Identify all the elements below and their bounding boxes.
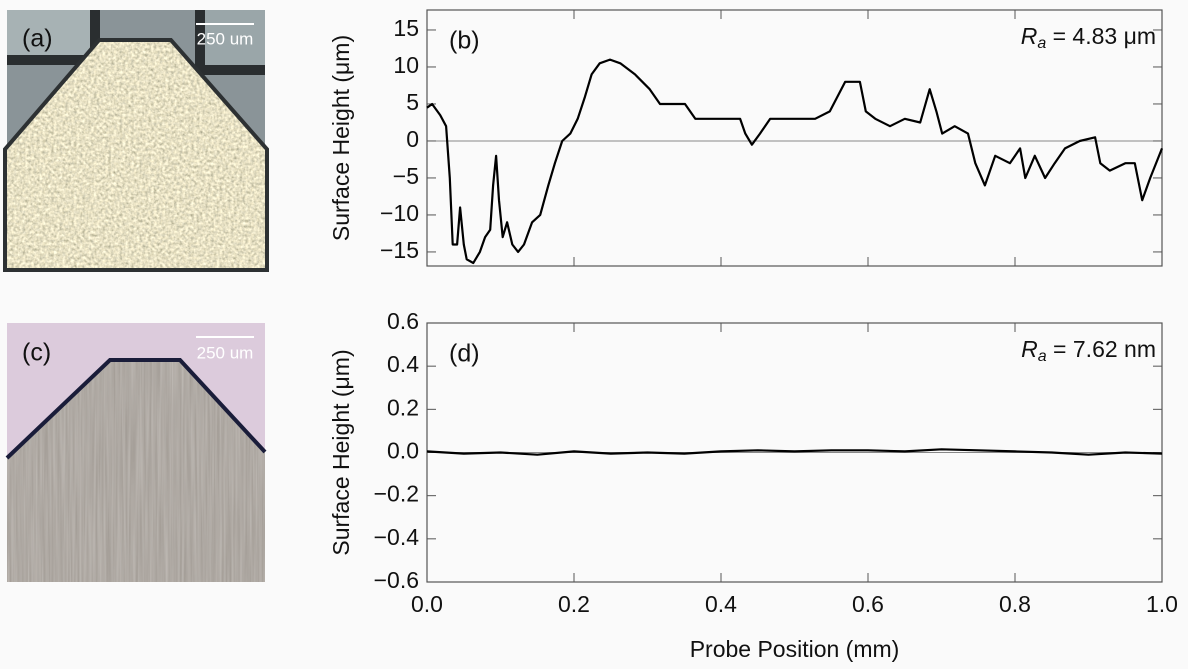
- y-tick-label: 0.6: [387, 308, 419, 334]
- panel-label: (b): [449, 27, 480, 55]
- panel-label: (a): [22, 25, 53, 53]
- annotation-subscript: a: [1037, 35, 1046, 52]
- photo-c: (c) 250 um: [5, 323, 267, 582]
- panel-label: (d): [449, 340, 480, 368]
- annotation: Ra = 7.62 nm: [1021, 336, 1156, 365]
- y-tick-label: 0.0: [387, 438, 419, 464]
- y-tick-label: −10: [380, 200, 419, 226]
- annotation-text: = 4.83 μm: [1046, 23, 1156, 49]
- x-tick-label: 0.0: [411, 591, 443, 617]
- x-tick-label: 0.2: [558, 591, 590, 617]
- scale-bar-label: 250 um: [197, 29, 254, 48]
- x-tick-label: 0.4: [705, 591, 737, 617]
- annotation-symbol: R: [1021, 23, 1038, 49]
- y-axis-title: Surface Height (μm): [328, 349, 354, 555]
- y-tick-label: 5: [406, 89, 419, 115]
- y-tick-label: 15: [393, 15, 419, 41]
- scale-bar-label: 250 um: [197, 343, 254, 362]
- y-tick-label: 0.2: [387, 394, 419, 420]
- panel-label: (c): [22, 339, 51, 367]
- y-tick-label: −0.6: [374, 567, 419, 593]
- y-tick-label: −0.4: [374, 524, 420, 550]
- data-line: [426, 448, 1163, 456]
- y-tick-label: −15: [380, 237, 419, 263]
- x-tick-label: 0.8: [999, 591, 1031, 617]
- x-tick-label: 0.6: [852, 591, 884, 617]
- annotation-subscript: a: [1038, 348, 1047, 365]
- plot-area: [426, 9, 1163, 267]
- photo-a: (a) 250 um: [2, 10, 269, 272]
- y-axis-title: Surface Height (μm): [328, 35, 354, 241]
- data-line: [426, 58, 1164, 265]
- y-tick-label: 0: [406, 126, 419, 152]
- y-tick-label: 10: [393, 52, 419, 78]
- annotation-text: = 7.62 nm: [1047, 336, 1156, 362]
- y-tick-label: 0.4: [387, 351, 419, 377]
- annotation-symbol: R: [1021, 336, 1038, 362]
- annotation: Ra = 4.83 μm: [1021, 23, 1156, 52]
- x-tick-label: 1.0: [1146, 591, 1178, 617]
- x-axis-title: Probe Position (mm): [690, 636, 900, 662]
- y-tick-label: −5: [393, 163, 419, 189]
- y-tick-label: −0.2: [374, 481, 419, 507]
